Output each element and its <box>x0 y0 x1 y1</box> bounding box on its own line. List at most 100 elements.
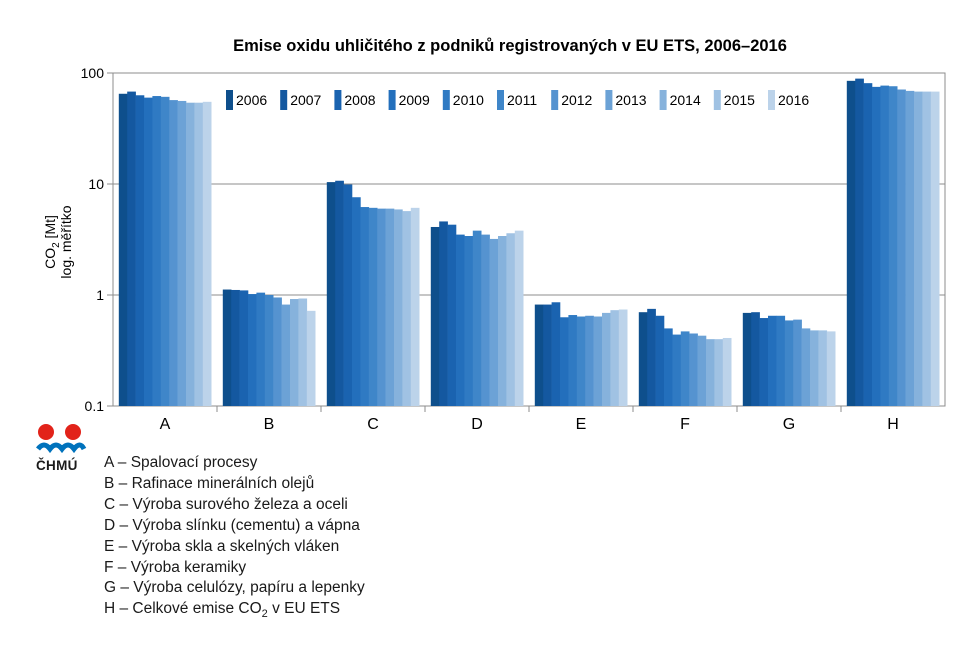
bar-F-2010 <box>672 334 682 406</box>
bar-F-2009 <box>664 328 673 406</box>
bar-D-2016 <box>514 230 524 406</box>
bar-A-2015 <box>194 102 204 407</box>
x-tick-label-B: B <box>264 416 275 433</box>
bar-A-2011 <box>160 96 170 406</box>
y-axis-label-scale: log. měřítko <box>58 205 74 278</box>
x-tick-label-E: E <box>576 416 587 433</box>
legend-swatch-2011 <box>497 90 504 110</box>
bar-B-2011 <box>264 295 274 406</box>
bar-A-2016 <box>202 101 212 407</box>
chart: Emise oxidu uhličitého z podniků registr… <box>42 37 946 433</box>
bar-F-2011 <box>680 331 690 406</box>
bar-H-2016 <box>930 91 940 407</box>
logo-red-left-icon <box>38 424 54 440</box>
bar-H-2009 <box>872 86 881 407</box>
bar-C-2014 <box>394 209 403 406</box>
x-tick-label-D: D <box>471 416 483 433</box>
bar-F-2014 <box>706 339 715 406</box>
legend-swatch-2009 <box>388 90 396 110</box>
legend-label-2016: 2016 <box>778 92 809 108</box>
bar-D-2013 <box>489 238 499 406</box>
legend-label-2006: 2006 <box>236 92 267 108</box>
bar-G-2006 <box>742 312 752 406</box>
y-tick-label-2: 10 <box>88 176 104 192</box>
note-f: F – Výroba keramiky <box>104 558 247 576</box>
legend-swatch-2015 <box>713 90 721 110</box>
bar-B-2010 <box>256 292 266 406</box>
bar-A-2014 <box>186 102 195 407</box>
bar-C-2008 <box>343 184 353 406</box>
y-axis-label: CO2 [Mt] <box>42 215 62 269</box>
bar-C-2013 <box>385 208 395 406</box>
bar-E-2009 <box>560 317 569 406</box>
y-tick-label-1: 1 <box>96 287 104 303</box>
x-tick-label-A: A <box>160 416 171 433</box>
bar-G-2012 <box>793 319 802 406</box>
legend-label-2010: 2010 <box>453 92 484 108</box>
bar-D-2008 <box>447 224 457 406</box>
bar-H-2014 <box>914 91 923 407</box>
bar-E-2014 <box>602 312 611 406</box>
legend-label-2008: 2008 <box>344 92 375 108</box>
legend-label-2007: 2007 <box>290 92 321 108</box>
legend-label-2011: 2011 <box>507 92 537 108</box>
bar-E-2013 <box>593 316 603 406</box>
bar-H-2007 <box>855 78 864 406</box>
bar-H-2006 <box>846 80 856 406</box>
bar-D-2011 <box>472 230 482 406</box>
bar-D-2014 <box>498 236 507 406</box>
bar-C-2009 <box>352 197 361 406</box>
bar-B-2006 <box>222 289 232 406</box>
note-b: B – Rafinace minerálních olejů <box>104 474 315 492</box>
bar-B-2015 <box>298 298 308 406</box>
legend-swatch-2006 <box>226 90 233 110</box>
bar-D-2015 <box>506 233 516 406</box>
bar-H-2011 <box>888 86 898 407</box>
bar-C-2006 <box>326 182 336 406</box>
bar-F-2006 <box>638 312 648 406</box>
logo-red-right-icon <box>65 424 81 440</box>
legend-label-2014: 2014 <box>670 92 701 108</box>
bar-F-2013 <box>697 335 707 406</box>
legend-swatch-2010 <box>442 90 450 110</box>
bar-D-2009 <box>456 234 465 406</box>
bar-F-2012 <box>689 333 698 406</box>
y-tick-label-0: 0.1 <box>85 398 105 414</box>
bar-C-2015 <box>402 211 412 406</box>
bar-E-2012 <box>585 315 594 406</box>
bar-C-2010 <box>360 207 370 406</box>
bar-B-2007 <box>231 289 240 406</box>
bar-F-2016 <box>722 337 732 406</box>
bar-G-2013 <box>801 328 811 406</box>
bar-A-2007 <box>127 91 136 407</box>
bar-E-2011 <box>576 316 586 406</box>
legend-swatch-2014 <box>659 90 667 110</box>
legend-label-2015: 2015 <box>724 92 755 108</box>
bar-A-2009 <box>144 97 153 406</box>
bar-G-2016 <box>826 331 836 406</box>
x-tick-label-C: C <box>367 416 379 433</box>
bar-D-2010 <box>464 236 474 406</box>
bar-D-2012 <box>481 234 490 406</box>
bar-B-2016 <box>306 310 316 406</box>
bar-G-2014 <box>810 330 819 406</box>
bar-A-2006 <box>118 93 128 407</box>
legend-swatch-2013 <box>605 90 613 110</box>
bar-G-2010 <box>776 315 786 406</box>
bar-B-2009 <box>248 294 257 406</box>
legend-label-2009: 2009 <box>399 92 430 108</box>
bar-H-2010 <box>880 85 890 406</box>
legend-swatch-2016 <box>768 90 775 110</box>
bar-C-2007 <box>335 180 344 406</box>
bar-A-2010 <box>152 96 162 406</box>
bar-F-2008 <box>655 315 665 406</box>
legend-swatch-2012 <box>551 90 559 110</box>
bar-B-2012 <box>273 297 282 406</box>
bar-G-2011 <box>784 320 794 406</box>
x-tick-label-G: G <box>783 416 795 433</box>
bar-A-2013 <box>177 100 187 407</box>
bar-G-2008 <box>759 318 769 406</box>
bar-C-2012 <box>377 208 386 406</box>
bar-A-2008 <box>135 95 145 407</box>
bar-F-2015 <box>714 339 724 406</box>
